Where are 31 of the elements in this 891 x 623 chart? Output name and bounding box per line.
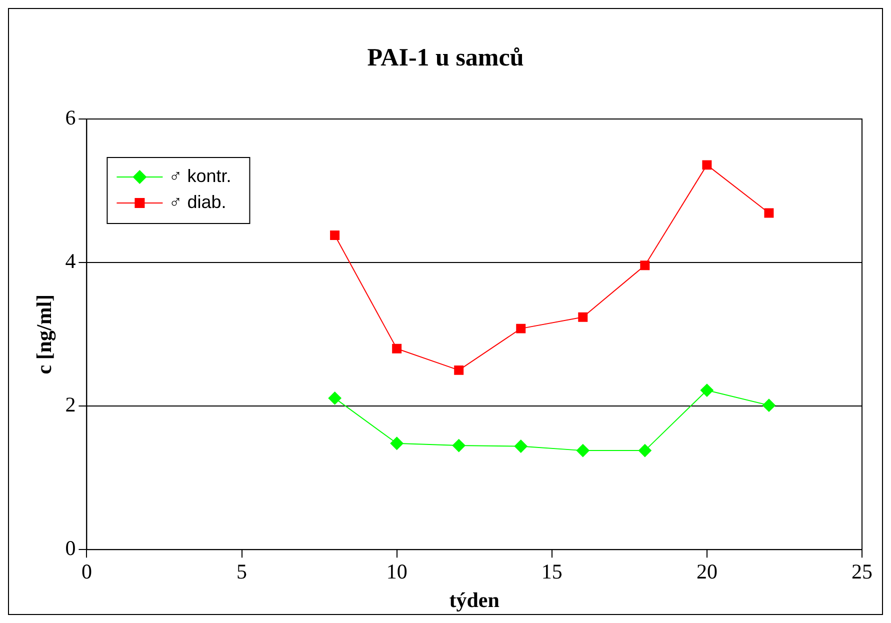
x-tick-label: 15 xyxy=(541,560,562,584)
point xyxy=(578,312,588,322)
point xyxy=(516,324,526,334)
point xyxy=(640,260,650,270)
chart-title: PAI-1 u samců xyxy=(367,44,524,72)
y-tick-label: 6 xyxy=(65,106,76,130)
point xyxy=(452,439,466,452)
legend-label: ♂ kontr. xyxy=(168,166,232,186)
point xyxy=(700,384,714,397)
point xyxy=(330,230,340,240)
point xyxy=(702,160,712,170)
point xyxy=(762,398,776,412)
y-axis-title: c [ng/ml] xyxy=(32,294,56,374)
point xyxy=(328,392,342,405)
y-tick-label: 2 xyxy=(65,392,76,417)
y-tick-label: 0 xyxy=(65,536,76,560)
x-tick-label: 20 xyxy=(696,560,718,584)
x-tick-label: 5 xyxy=(236,560,248,584)
point xyxy=(576,444,590,458)
point xyxy=(454,365,464,375)
y-tick-label: 4 xyxy=(65,249,76,274)
point xyxy=(764,208,774,218)
point xyxy=(390,436,404,450)
x-tick-label: 10 xyxy=(386,560,408,584)
x-axis-title: týden xyxy=(449,588,500,612)
x-tick-label: 0 xyxy=(81,560,92,584)
point xyxy=(514,440,528,453)
legend-label: ♂ diab. xyxy=(168,192,226,212)
point xyxy=(638,444,652,458)
point xyxy=(392,344,402,354)
x-tick-label: 25 xyxy=(852,560,872,584)
